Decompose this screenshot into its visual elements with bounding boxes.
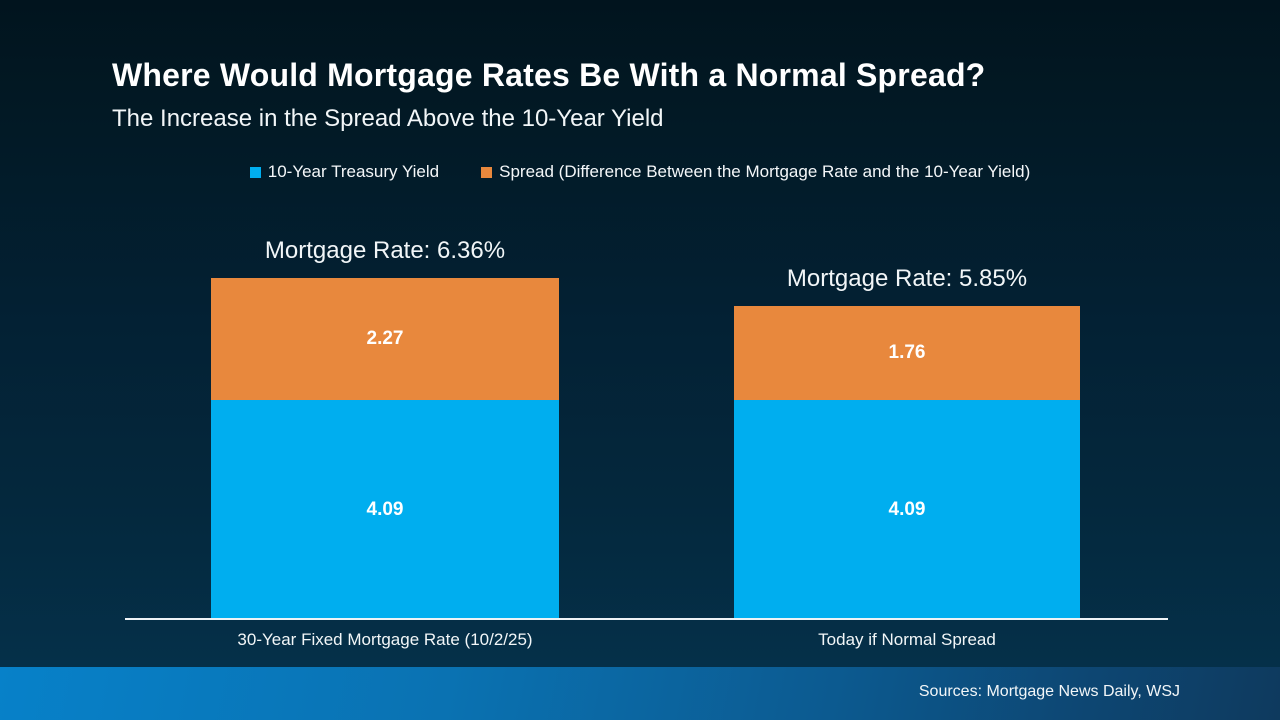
bar-segment-treasury-yield: 4.09	[211, 400, 559, 619]
bar-segment-spread: 2.27	[211, 278, 559, 400]
total-rate-label: Mortgage Rate: 5.85%	[786, 265, 1028, 292]
legend-label: Spread (Difference Between the Mortgage …	[499, 162, 1031, 181]
segment-value-label: 2.27	[366, 328, 404, 349]
legend-item-spread: Spread (Difference Between the Mortgage …	[481, 162, 1030, 182]
x-axis-line	[125, 618, 1168, 620]
legend-item-treasury-yield: 10-Year Treasury Yield	[249, 162, 440, 182]
page-subtitle: The Increase in the Spread Above the 10-…	[112, 105, 664, 132]
bar-segment-spread: 1.76	[734, 306, 1080, 400]
category-label-current-rate: 30-Year Fixed Mortgage Rate (10/2/25)	[237, 630, 533, 649]
bar-group-current-rate: Mortgage Rate: 6.36% 2.27 4.09	[211, 237, 559, 619]
footer-bar: Sources: Mortgage News Daily, WSJ	[0, 667, 1280, 720]
bar-group-normal-spread: Mortgage Rate: 5.85% 1.76 4.09	[734, 265, 1080, 619]
bar-segment-treasury-yield: 4.09	[734, 400, 1080, 619]
legend-swatch-orange-icon	[481, 166, 493, 178]
sources-note: Sources: Mortgage News Daily, WSJ	[918, 683, 1180, 700]
segment-value-label: 4.09	[888, 498, 926, 520]
segment-value-label: 4.09	[366, 498, 404, 520]
page-title: Where Would Mortgage Rates Be With a Nor…	[112, 57, 986, 93]
total-rate-label: Mortgage Rate: 6.36%	[264, 237, 506, 264]
legend-label: 10-Year Treasury Yield	[267, 162, 440, 181]
chart-legend: 10-Year Treasury Yield Spread (Differenc…	[0, 162, 1280, 182]
segment-value-label: 1.76	[888, 342, 926, 363]
category-label-normal-spread: Today if Normal Spread	[818, 630, 996, 649]
legend-swatch-blue-icon	[249, 166, 261, 178]
